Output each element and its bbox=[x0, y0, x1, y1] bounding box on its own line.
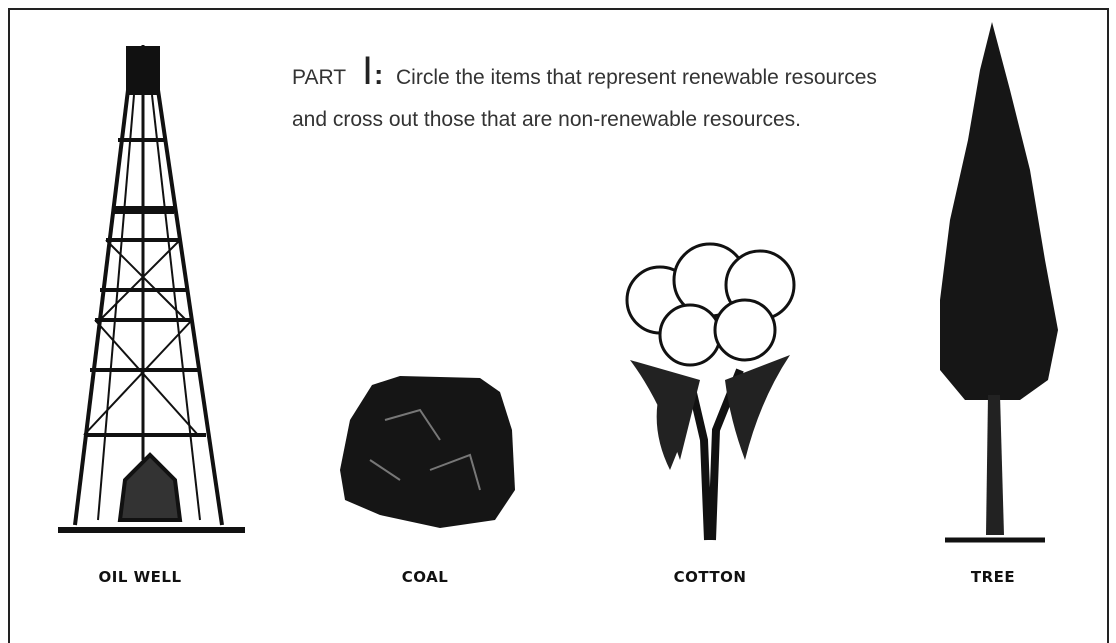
item-label: TREE bbox=[971, 568, 1015, 586]
boll bbox=[660, 305, 720, 365]
part-label: PART bbox=[292, 66, 346, 89]
part-number: I bbox=[362, 49, 373, 93]
coal-lump bbox=[340, 376, 515, 528]
item-label: COTTON bbox=[674, 568, 747, 586]
item-label: OIL WELL bbox=[98, 568, 181, 586]
coal-illustration bbox=[340, 376, 515, 528]
crown bbox=[128, 48, 158, 93]
instruction-line: and cross out those that are non-renewab… bbox=[292, 108, 801, 131]
boll bbox=[715, 300, 775, 360]
part-separator: : bbox=[374, 59, 383, 90]
instruction-line: Circle the items that represent renewabl… bbox=[396, 66, 877, 89]
item-label: COAL bbox=[402, 568, 449, 586]
worksheet: PART I : Circle the items that represent… bbox=[0, 0, 1116, 643]
